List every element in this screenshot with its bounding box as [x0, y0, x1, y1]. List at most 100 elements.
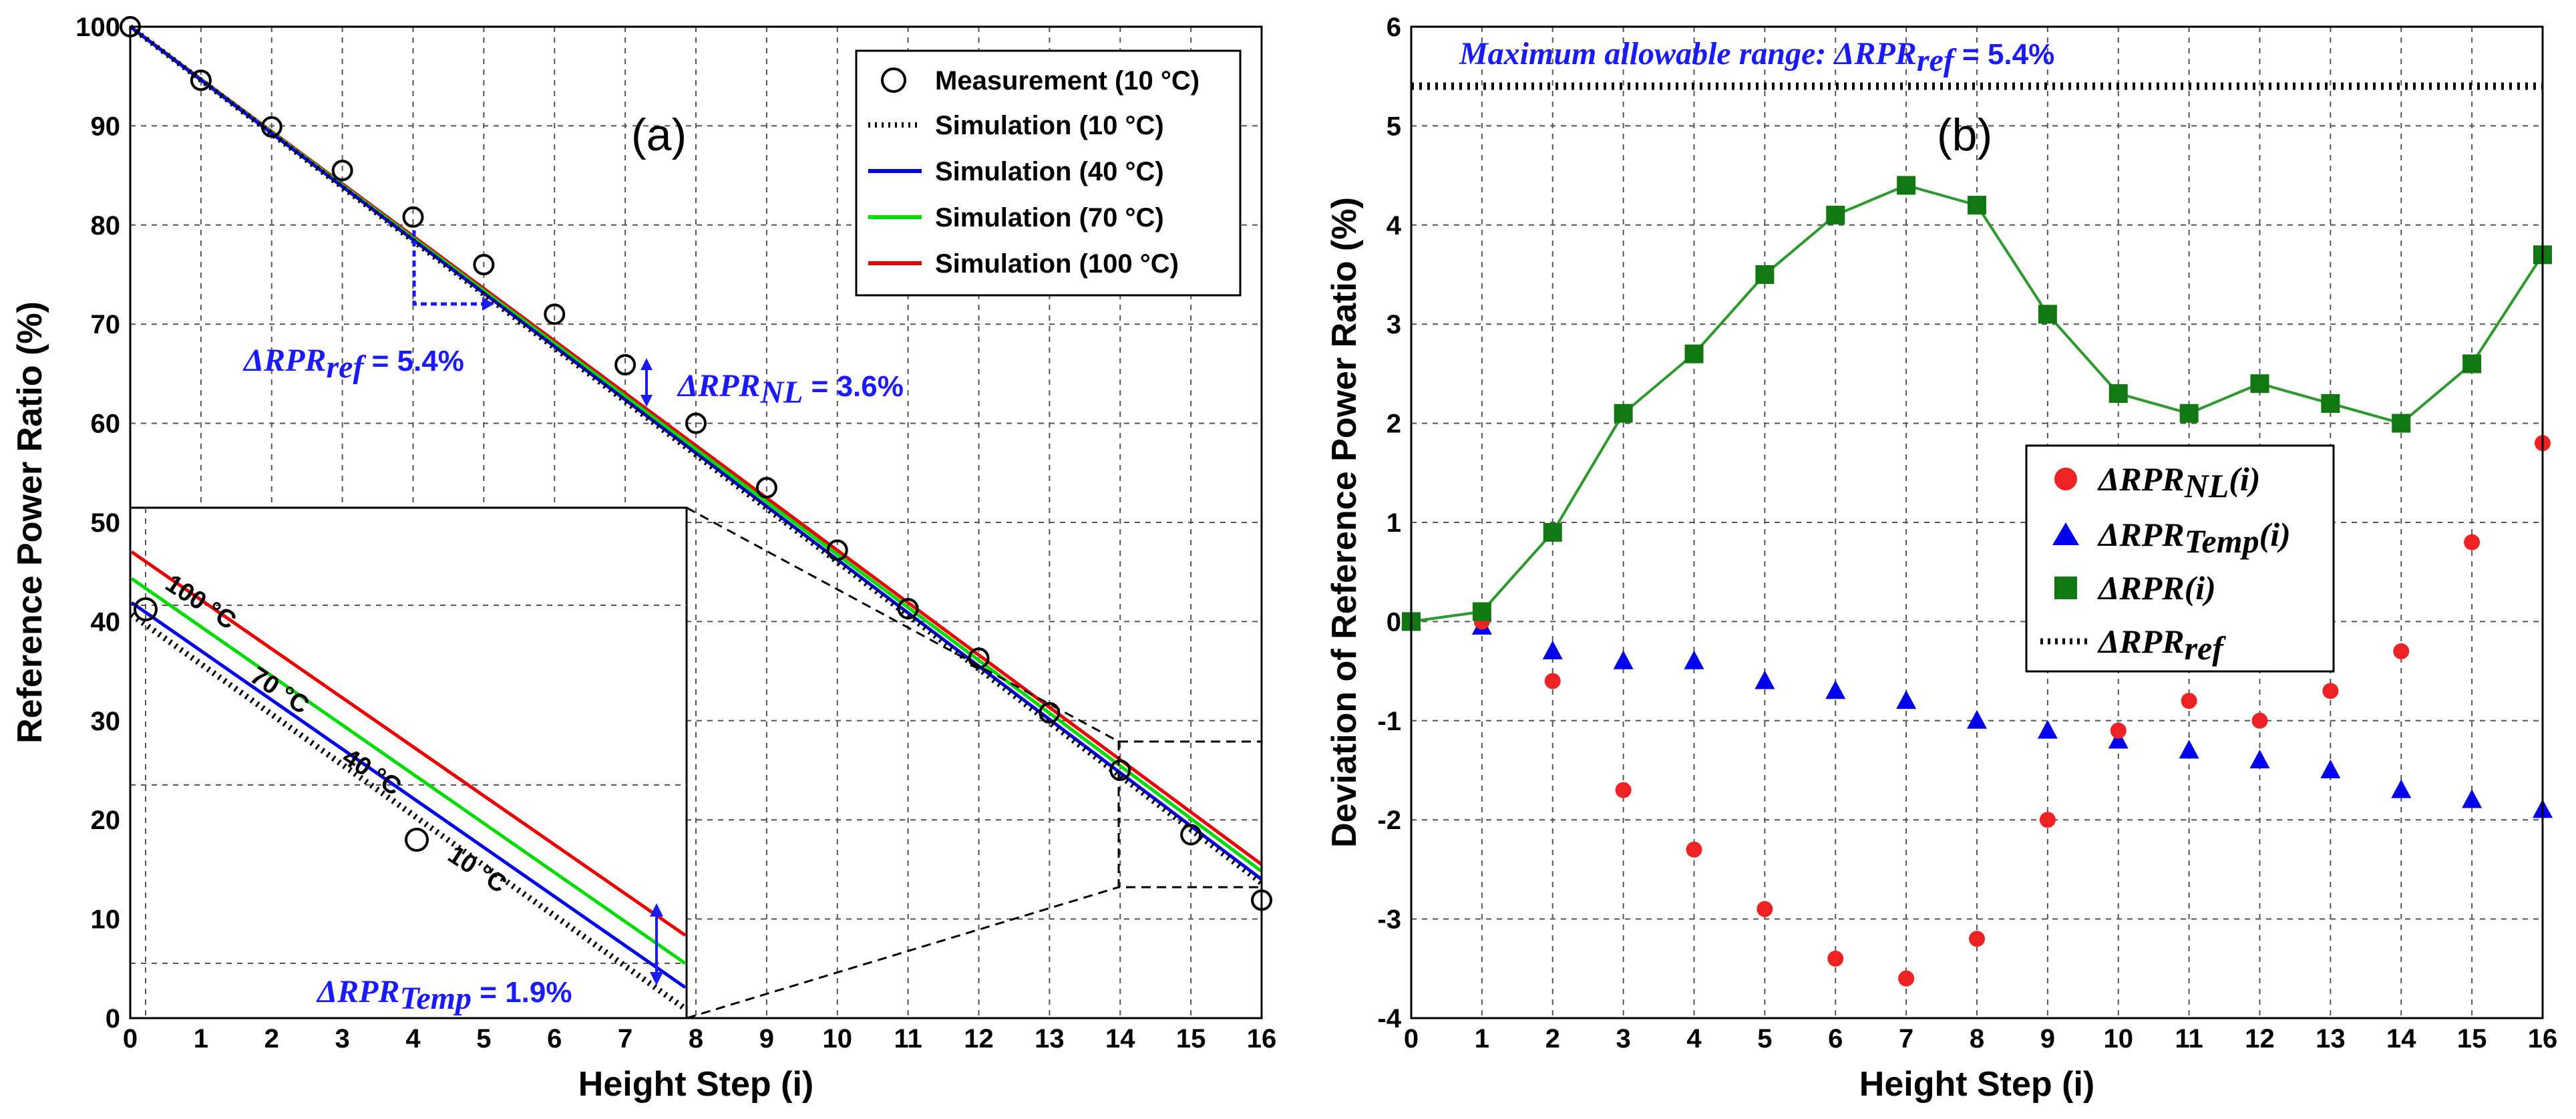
panel-a-frame — [129, 25, 1263, 1019]
x-tick-label: 15 — [2457, 1024, 2487, 1054]
x-tick-label: 14 — [1105, 1024, 1135, 1054]
inset-line-40c — [130, 601, 687, 989]
delta-ref-arrow-head — [482, 297, 494, 311]
measurement-point — [685, 412, 707, 434]
temp-triangle — [2391, 779, 2412, 798]
y-tick-label: 2 — [1387, 410, 1401, 439]
max-range-annotation: Maximum allowable range: ΔRPRref = 5.4% — [1459, 36, 2054, 78]
y-tick-label: -4 — [1377, 1004, 1401, 1033]
measurement-point — [968, 647, 990, 669]
inset-measurement-point — [405, 828, 429, 852]
y-tick-label: 1 — [1387, 508, 1401, 538]
y-tick-label: 30 — [91, 707, 121, 736]
x-tick-label: 0 — [1404, 1024, 1419, 1054]
x-tick-label: 16 — [2528, 1024, 2558, 1054]
panel-a-simulation-lines — [128, 24, 1264, 886]
y-tick-label: -2 — [1377, 806, 1401, 835]
nl-dot — [2322, 683, 2339, 699]
legend-marker-nl — [2054, 468, 2077, 490]
x-tick-label: 1 — [1475, 1024, 1489, 1054]
delta-rpr-nl-label: ΔRPRNL = 3.6% — [677, 368, 904, 410]
measurement-point — [755, 477, 777, 499]
y-tick-label: 10 — [91, 905, 121, 935]
nl-dot — [1827, 950, 1844, 967]
y-tick-label: 90 — [91, 112, 121, 141]
legend-marker-total — [2054, 577, 2077, 599]
y-tick-label: 40 — [91, 607, 121, 637]
zoom-guide-bottom — [686, 886, 1119, 1019]
zoom-guide-top — [686, 506, 1119, 743]
temp-triangle — [2462, 789, 2482, 808]
legend-label-measurement: Measurement (10 °C) — [935, 66, 1200, 96]
total-square — [1968, 196, 1986, 215]
y-tick-label: 80 — [91, 211, 121, 241]
temp-triangle — [1684, 650, 1704, 669]
legend-label-ref: ΔRPRref — [2097, 623, 2226, 667]
panel-a-label: (a) — [631, 110, 687, 160]
total-square — [1897, 176, 1916, 195]
nl-dot — [2393, 643, 2410, 659]
x-tick-label: 11 — [894, 1024, 922, 1054]
sim-line-0 — [128, 24, 1264, 886]
y-tick-label: 100 — [75, 13, 120, 42]
panel-b: 0 1 2 3 4 5 6 7 8 9 10 11 12 13 14 15 16-4-3-2-10123456 … — [1325, 13, 2557, 1104]
legend-label-sim-100c: Simulation (100 °C) — [935, 249, 1179, 279]
nl-dot — [2464, 534, 2480, 550]
panel-b-markers — [1401, 176, 2553, 987]
panel-a-x-label: Height Step (i) — [578, 1065, 813, 1104]
total-square — [1614, 404, 1633, 423]
total-square — [1684, 344, 1704, 363]
measurement-point — [1109, 760, 1131, 781]
panel-a-y-label: Reference Power Ratio (%) — [11, 301, 49, 744]
x-tick-label: 4 — [1686, 1024, 1702, 1054]
nl-dot — [2251, 712, 2268, 729]
x-tick-label: 12 — [964, 1024, 994, 1054]
y-tick-label: 0 — [106, 1004, 120, 1033]
x-tick-label: 10 — [823, 1024, 853, 1054]
x-tick-label: 5 — [476, 1024, 491, 1054]
x-tick-label: 2 — [264, 1024, 279, 1054]
legend-label-sim-70c: Simulation (70 °C) — [935, 203, 1164, 232]
x-tick-label: 1 — [194, 1024, 208, 1054]
nl-dot — [1615, 782, 1632, 798]
x-tick-label: 8 — [689, 1024, 703, 1054]
delta-nl-arrow-up — [640, 358, 653, 370]
legend-label-sim-10c: Simulation (10 °C) — [935, 111, 1164, 140]
legend-label-sim-40c: Simulation (40 °C) — [935, 157, 1164, 186]
y-tick-label: 6 — [1387, 13, 1401, 42]
delta-ref-bracket — [412, 230, 486, 306]
temp-triangle — [1542, 640, 1563, 659]
inset-grid — [130, 508, 687, 1018]
x-tick-label: 3 — [1616, 1024, 1631, 1054]
x-tick-label: 15 — [1176, 1024, 1206, 1054]
delta-nl-arrow-down — [640, 395, 653, 407]
temp-triangle — [1613, 650, 1634, 669]
temp-triangle — [1896, 690, 1917, 709]
x-tick-label: 8 — [1970, 1024, 1984, 1054]
y-tick-label: 3 — [1387, 310, 1401, 339]
x-tick-label: 5 — [1757, 1024, 1772, 1054]
y-tick-label: -1 — [1377, 707, 1401, 736]
y-tick-label: 5 — [1387, 112, 1401, 141]
nl-dot — [1544, 673, 1561, 689]
legend-box — [2025, 444, 2335, 673]
inset: 100 °C 70 °C 40 °C 10 °C ΔRPRTemp = 1.9% — [129, 506, 688, 1019]
inset-arrow-head-down — [650, 972, 663, 985]
measurement-point — [1039, 701, 1061, 724]
panel-b-x-label: Height Step (i) — [1859, 1065, 2094, 1104]
total-square — [2321, 393, 2340, 413]
measurement-point — [260, 116, 283, 138]
legend-label-nl: ΔRPRNL(i) — [2097, 460, 2260, 504]
nl-dot — [1757, 901, 1773, 917]
x-tick-label: 7 — [618, 1024, 632, 1054]
panel-a: 0 1 2 3 4 5 6 7 8 9 10 11 12 13 14 15 160102030405060708… — [11, 13, 1276, 1104]
x-tick-label: 9 — [2040, 1024, 2055, 1054]
panel-b-grid — [1411, 27, 2543, 1018]
inset-line-100c — [130, 550, 687, 937]
measurement-point — [1180, 824, 1202, 846]
inset-measurement-point — [134, 597, 158, 621]
total-square — [1755, 265, 1775, 284]
x-tick-label: 6 — [1828, 1024, 1843, 1054]
total-square — [1826, 205, 1845, 224]
